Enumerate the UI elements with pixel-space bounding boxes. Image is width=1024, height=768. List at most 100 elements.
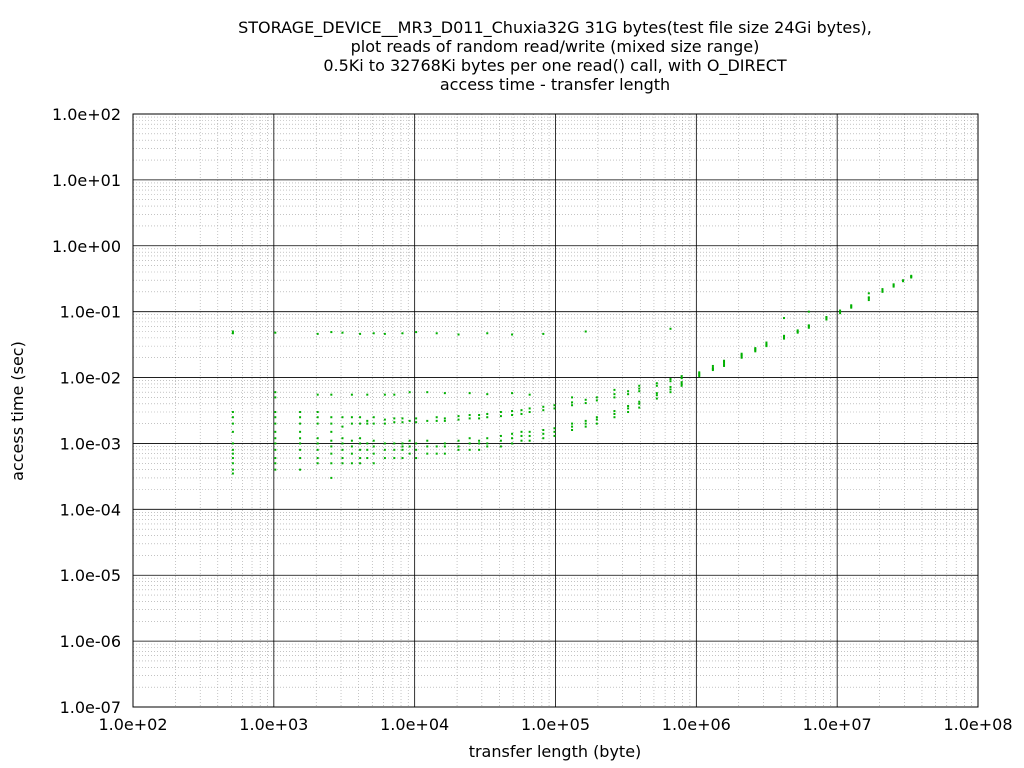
data-point (796, 330, 799, 333)
data-point (584, 425, 587, 428)
data-point (415, 442, 418, 445)
data-point (669, 380, 672, 383)
y-tick-label: 1.0e-03 (60, 434, 121, 453)
data-point (383, 422, 386, 425)
data-point (542, 432, 545, 435)
data-point (372, 416, 375, 419)
data-point (655, 382, 658, 385)
data-point (478, 417, 481, 420)
y-tick-label: 1.0e+00 (52, 237, 121, 256)
data-point (553, 407, 556, 410)
data-point (528, 434, 531, 437)
data-point (478, 448, 481, 451)
data-point (680, 384, 683, 387)
data-point (468, 442, 471, 445)
data-point (542, 332, 545, 335)
data-point (457, 415, 460, 418)
data-point (613, 388, 616, 391)
data-point (274, 462, 277, 465)
data-point (553, 434, 556, 437)
data-point (595, 422, 598, 425)
data-point (584, 398, 587, 401)
data-point (783, 317, 786, 320)
data-point (638, 406, 641, 409)
data-point (299, 442, 302, 445)
data-point (850, 304, 853, 307)
data-point (435, 445, 438, 448)
data-point (274, 442, 277, 445)
data-point (366, 448, 369, 451)
data-point (669, 327, 672, 330)
data-point (499, 411, 502, 414)
data-point (330, 422, 333, 425)
data-point (655, 384, 658, 387)
data-point (486, 332, 489, 335)
major-gridlines (132, 113, 979, 708)
data-point (528, 430, 531, 433)
data-point (341, 462, 344, 465)
data-point (740, 352, 743, 355)
data-point (443, 417, 446, 420)
x-tick-label: 1.0e+08 (943, 715, 1012, 734)
data-point (867, 296, 870, 299)
data-point (372, 439, 375, 442)
data-point (571, 404, 574, 407)
data-point (435, 452, 438, 455)
data-point (231, 448, 234, 451)
data-point (839, 310, 842, 313)
data-point (486, 412, 489, 415)
data-point (723, 359, 726, 362)
data-point (511, 437, 514, 440)
data-point (299, 448, 302, 451)
data-point (401, 445, 404, 448)
data-point (316, 442, 319, 445)
data-point (765, 343, 768, 346)
data-point (655, 394, 658, 397)
data-point (902, 279, 905, 282)
data-point (867, 299, 870, 302)
data-point (571, 401, 574, 404)
data-point (807, 324, 810, 327)
data-point (571, 428, 574, 431)
data-point (299, 422, 302, 425)
data-point (299, 430, 302, 433)
data-point (740, 356, 743, 359)
data-point (316, 411, 319, 414)
data-point (698, 371, 701, 374)
data-point (408, 439, 411, 442)
data-point (274, 416, 277, 419)
data-point (443, 452, 446, 455)
data-point (807, 310, 810, 313)
data-point (528, 439, 531, 442)
y-tick-label: 1.0e-07 (60, 698, 121, 717)
data-point (486, 393, 489, 396)
data-point (350, 462, 353, 465)
data-point (231, 330, 234, 333)
data-point (350, 422, 353, 425)
data-point (892, 283, 895, 286)
data-point (584, 419, 587, 422)
x-tick-label: 1.0e+06 (662, 715, 731, 734)
data-point (655, 392, 658, 395)
data-point (426, 445, 429, 448)
data-point (669, 385, 672, 388)
data-point (478, 439, 481, 442)
data-point (359, 416, 362, 419)
data-point (669, 378, 672, 381)
data-point (316, 457, 319, 460)
data-point (383, 442, 386, 445)
plot-frame (132, 113, 979, 708)
data-point (542, 437, 545, 440)
y-tick-label: 1.0e-06 (60, 632, 121, 651)
y-tick-label: 1.0e-05 (60, 566, 121, 585)
chart-title-line-2: plot reads of random read/write (mixed s… (351, 37, 760, 56)
data-point (299, 416, 302, 419)
data-point (231, 462, 234, 465)
data-point (511, 414, 514, 417)
data-point (426, 419, 429, 422)
data-point (627, 390, 630, 393)
data-point (542, 409, 545, 412)
data-point (359, 457, 362, 460)
data-point (680, 381, 683, 384)
